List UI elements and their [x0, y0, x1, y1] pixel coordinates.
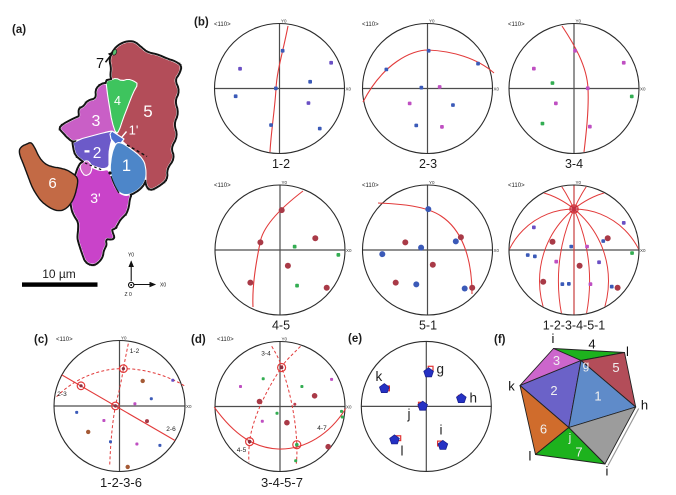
svg-text:X0: X0 [640, 87, 646, 92]
svg-text:6: 6 [48, 175, 56, 192]
svg-text:g: g [583, 358, 590, 372]
svg-text:i: i [440, 423, 443, 438]
svg-text:<110>: <110> [214, 183, 231, 189]
svg-text:Y0: Y0 [429, 180, 435, 185]
svg-text:2: 2 [93, 145, 102, 162]
svg-text:3-4: 3-4 [261, 351, 271, 358]
svg-text:4-7: 4-7 [317, 425, 327, 432]
svg-text:<110>: <110> [56, 337, 73, 343]
svg-text:X0: X0 [346, 87, 352, 92]
svg-text:<110>: <110> [508, 22, 525, 28]
svg-text:X0: X0 [186, 404, 192, 409]
svg-text:4-5: 4-5 [237, 447, 247, 454]
svg-text:(a): (a) [12, 24, 26, 36]
svg-text:5: 5 [143, 102, 152, 121]
svg-text:10 µm: 10 µm [42, 267, 76, 281]
svg-text:Y0: Y0 [282, 180, 288, 185]
svg-text:X0: X0 [494, 87, 500, 92]
svg-text:(f): (f) [494, 334, 506, 346]
svg-text:k: k [508, 379, 515, 394]
svg-text:Y0: Y0 [429, 19, 435, 24]
svg-text:g: g [437, 362, 445, 377]
svg-text:4-5: 4-5 [272, 319, 290, 333]
svg-text:l: l [401, 444, 404, 459]
svg-text:Y0: Y0 [576, 19, 582, 24]
svg-text:i: i [552, 331, 555, 346]
svg-text:Y0: Y0 [282, 337, 288, 342]
svg-text:3-4: 3-4 [565, 157, 583, 171]
svg-text:(c): (c) [34, 334, 48, 346]
svg-text:2-3: 2-3 [57, 391, 67, 398]
svg-text:h: h [641, 398, 648, 413]
svg-text:5: 5 [612, 360, 619, 375]
svg-text:X0: X0 [160, 283, 166, 289]
svg-text:Y0: Y0 [281, 19, 287, 24]
svg-text:1-2: 1-2 [272, 157, 290, 171]
svg-text:i: i [606, 464, 609, 479]
svg-text:Y0: Y0 [576, 180, 582, 185]
svg-text:<110>: <110> [217, 337, 234, 343]
svg-text:l: l [529, 449, 532, 464]
svg-text:1: 1 [594, 389, 601, 404]
svg-text:1': 1' [129, 123, 139, 138]
svg-text:2-3: 2-3 [419, 157, 437, 171]
svg-text:X0: X0 [494, 248, 500, 253]
svg-text:j: j [568, 431, 572, 445]
svg-text:l: l [626, 344, 629, 359]
svg-text:Z 0: Z 0 [125, 292, 132, 298]
svg-text:<110>: <110> [362, 183, 379, 189]
svg-text:Y0: Y0 [128, 253, 134, 259]
svg-text:<110>: <110> [362, 22, 379, 28]
svg-text:k: k [376, 369, 383, 384]
svg-text:3: 3 [92, 113, 101, 130]
svg-text:5-1: 5-1 [419, 319, 437, 333]
svg-text:Y0: Y0 [121, 336, 127, 341]
svg-text:j: j [407, 407, 411, 422]
svg-text:4: 4 [114, 94, 121, 108]
svg-text:(d): (d) [191, 334, 206, 346]
svg-text:1-2-3-4-5-1: 1-2-3-4-5-1 [543, 319, 606, 333]
svg-text:7: 7 [575, 445, 582, 460]
svg-text:(b): (b) [194, 17, 209, 29]
svg-text:X0: X0 [346, 405, 352, 410]
svg-text:4: 4 [588, 337, 595, 352]
svg-text:3': 3' [90, 190, 100, 206]
svg-text:X0: X0 [640, 248, 646, 253]
svg-text:1-2: 1-2 [130, 348, 140, 355]
svg-text:<110>: <110> [508, 183, 525, 189]
svg-text:3: 3 [553, 353, 560, 368]
svg-text:7: 7 [96, 56, 104, 72]
svg-text:1-2-3-6: 1-2-3-6 [100, 475, 142, 490]
svg-text:1: 1 [122, 157, 131, 175]
svg-text:2: 2 [550, 383, 557, 398]
svg-text:3-4-5-7: 3-4-5-7 [261, 475, 303, 490]
svg-text:h: h [470, 391, 478, 406]
svg-text:(e): (e) [348, 333, 362, 345]
svg-text:X0: X0 [346, 248, 352, 253]
svg-text:2-6: 2-6 [166, 426, 176, 433]
svg-text:6: 6 [540, 422, 547, 437]
svg-text:<110>: <110> [214, 22, 231, 28]
